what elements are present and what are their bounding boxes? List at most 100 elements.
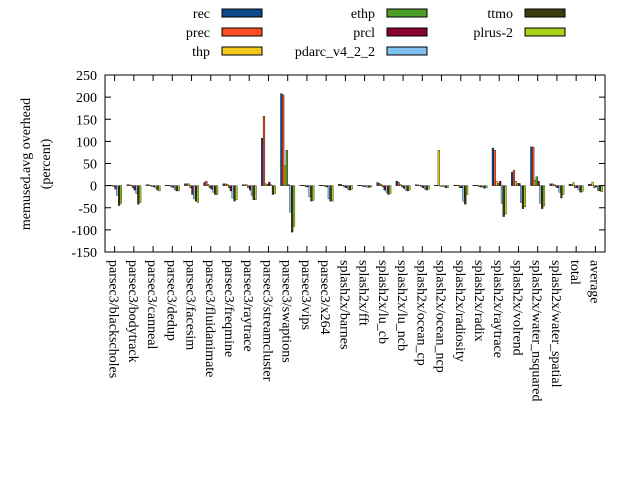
bar-ttmo-parsec3-canneal [156, 185, 159, 191]
bar-ethp-parsec3-canneal [151, 185, 154, 187]
x-tick-label: parsec3/raytrace [240, 260, 255, 352]
bar-rec-parsec3-vips [299, 185, 302, 186]
bar-ethp-parsec3-swaptions [285, 150, 288, 186]
bar-rec-splash2x-lu-ncb [395, 181, 398, 186]
x-tick-label: splash2x/raytrace [490, 260, 505, 358]
legend-label-pdarc_v4_2_2: pdarc_v4_2_2 [295, 45, 375, 60]
bar-ttmo-splash2x-raytrace [502, 185, 505, 217]
x-tick-label: splash2x/barnes [336, 260, 351, 349]
bar-ttmo-splash2x-radiosity [464, 185, 467, 205]
bar-rec-parsec3-swaptions [280, 93, 283, 186]
bar-prcl-parsec3-streamcluster [268, 181, 271, 186]
x-tick-label: parsec3/freqmine [221, 260, 236, 357]
bar-rec-splash2x-ocean-cp [414, 184, 418, 186]
x-tick-label: parsec3/bodytrack [125, 260, 140, 363]
bar-ttmo-parsec3-swaptions [291, 185, 294, 233]
x-tick-label: splash2x/water_nsquared [529, 260, 544, 402]
bar-plrus-2-splash2x-lu-ncb [408, 185, 411, 191]
bar-plrus-2-parsec3-fluidanimate [215, 185, 219, 195]
bar-prcl-parsec3-vips [306, 185, 309, 188]
bar-plrus-2-splash2x-radix [485, 185, 488, 189]
y-ticks: -150 -100 -50 0 50 100 150 200 250 [71, 69, 605, 261]
bar-pdarc_v4_2_2-parsec3-blackscholes [116, 185, 119, 196]
bar-thp-parsec3-bodytrack [130, 185, 133, 186]
bar-plrus-2-average [600, 185, 603, 192]
bar-ttmo-splash2x-barnes [348, 185, 351, 191]
bar-thp-parsec3-swaptions [283, 165, 287, 186]
bar-ethp-parsec3-raytrace [247, 185, 250, 189]
x-tick-label: parsec3/streamcluster [259, 260, 274, 382]
bar-ttmo-splash2x-water-spatial [560, 185, 563, 199]
bar-plrus-2-parsec3-dedup [177, 185, 180, 192]
bar-thp-parsec3-blackscholes [110, 185, 113, 186]
bars [107, 93, 603, 233]
bar-pdarc_v4_2_2-splash2x-barnes [347, 185, 350, 190]
x-tick-label: splash2x/radix [471, 260, 486, 342]
bar-pdarc_v4_2_2-parsec3-bodytrack [135, 185, 138, 194]
bar-plrus-2-parsec3-canneal [158, 185, 161, 192]
y-tick-label: 50 [83, 158, 97, 173]
bar-prec-parsec3-raytrace [243, 184, 246, 186]
bar-ethp-parsec3-freqmine [228, 185, 231, 189]
bar-plrus-2-splash2x-radiosity [465, 185, 469, 195]
bar-prec-parsec3-facesim [185, 183, 189, 186]
bar-prec-parsec3-freqmine [224, 183, 227, 186]
bar-prec-splash2x-lu-cb [378, 183, 381, 186]
bar-ttmo-splash2x-volrend [521, 185, 525, 209]
bar-rec-splash2x-raytrace [491, 147, 495, 186]
y-tick-label: 250 [76, 69, 97, 84]
bar-ethp-parsec3-bodytrack [131, 185, 135, 189]
bar-ttmo-splash2x-water-nsquared [541, 185, 544, 209]
bar-thp-parsec3-freqmine [226, 184, 229, 186]
bar-pdarc_v4_2_2-splash2x-water-nsquared [539, 185, 542, 204]
bar-rec-splash2x-radiosity [453, 185, 456, 186]
bar-rec-average [588, 184, 591, 186]
bar-ttmo-splash2x-lu-ncb [406, 185, 409, 192]
bar-pdarc_v4_2_2-splash2x-water-spatial [558, 185, 561, 193]
bar-rec-splash2x-fft [357, 185, 360, 186]
legend-swatch-ttmo [524, 8, 566, 18]
bar-prcl-parsec3-canneal [152, 185, 156, 188]
bar-ttmo-parsec3-blackscholes [118, 185, 121, 206]
bar-pdarc_v4_2_2-parsec3-freqmine [231, 185, 234, 199]
bar-ethp-total [574, 185, 577, 189]
bar-rec-splash2x-radix [472, 185, 475, 186]
bar-prec-splash2x-lu-ncb [397, 181, 400, 186]
bar-plrus-2-splash2x-water-spatial [562, 185, 565, 195]
legend-label-rec: rec [193, 7, 210, 22]
bar-thp-splash2x-ocean-ncp [437, 150, 440, 186]
x-tick-label: parsec3/vips [298, 260, 313, 330]
legend-swatch-plrus-2 [524, 27, 566, 37]
bar-ttmo-parsec3-facesim [194, 185, 198, 202]
bar-rec-parsec3-freqmine [222, 183, 225, 186]
bar-ethp-splash2x-radiosity [458, 185, 461, 189]
bar-thp-splash2x-ocean-cp [418, 185, 421, 186]
bar-rec-splash2x-water-nsquared [530, 146, 533, 186]
bar-plrus-2-parsec3-freqmine [235, 185, 238, 200]
x-tick-label: parsec3/swaptions [279, 260, 294, 363]
bar-ttmo-splash2x-radix [483, 185, 486, 189]
bar-pdarc_v4_2_2-parsec3-facesim [193, 185, 196, 200]
bar-pdarc_v4_2_2-splash2x-fft [366, 185, 369, 188]
bar-pdarc_v4_2_2-splash2x-lu-cb [385, 185, 388, 193]
bar-prec-parsec3-vips [301, 185, 304, 186]
x-tick-label: parsec3/fluidanimate [202, 260, 217, 377]
bar-thp-parsec3-canneal [149, 185, 152, 186]
y-tick-label: -50 [78, 202, 97, 217]
x-tick-label: splash2x/lu_ncb [394, 260, 409, 351]
bar-ttmo-parsec3-raytrace [252, 185, 255, 200]
bar-plrus-2-parsec3-facesim [196, 185, 199, 203]
bar-ttmo-splash2x-ocean-ncp [444, 185, 448, 189]
bar-thp-parsec3-fluidanimate [206, 184, 210, 186]
bar-thp-parsec3-x264 [322, 185, 325, 186]
bar-prec-parsec3-swaptions [282, 94, 285, 186]
bar-rec-parsec3-raytrace [241, 184, 245, 186]
x-tick-label: parsec3/x264 [317, 260, 332, 335]
bar-prcl-splash2x-volrend [518, 183, 521, 186]
bar-ttmo-splash2x-ocean-cp [425, 185, 428, 191]
y-tick-label: -150 [71, 246, 97, 261]
bar-pdarc_v4_2_2-splash2x-radix [481, 185, 484, 188]
bar-pdarc_v4_2_2-parsec3-fluidanimate [212, 185, 215, 193]
bar-prcl-splash2x-lu-cb [383, 185, 386, 191]
